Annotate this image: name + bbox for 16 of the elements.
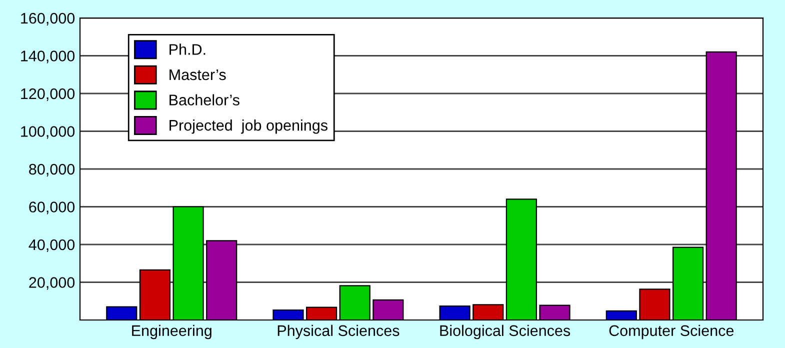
y-tick-label: 80,000: [29, 164, 75, 176]
y-tick-label: 20,000: [29, 277, 75, 290]
y-tick-label: 60,000: [29, 202, 75, 214]
x-tick-label: Physical Sciences: [278, 324, 400, 340]
y-tick-label: 140,000: [21, 50, 75, 64]
legend-label: Bachelor’s: [170, 94, 240, 106]
y-tick-label: 160,000: [21, 12, 75, 26]
y-tick-label: 100,000: [21, 126, 75, 139]
x-tick-label: Computer Science: [609, 324, 734, 340]
y-tick-label: 120,000: [21, 88, 75, 101]
legend-label: Projected job openings: [170, 119, 328, 134]
legend-label: Master’s: [170, 69, 226, 80]
x-tick-label: Engineering: [132, 324, 212, 340]
x-tick-label: Biological Sciences: [440, 324, 570, 340]
y-tick-label: 40,000: [28, 239, 75, 252]
legend-label: Ph.D.: [170, 44, 206, 55]
